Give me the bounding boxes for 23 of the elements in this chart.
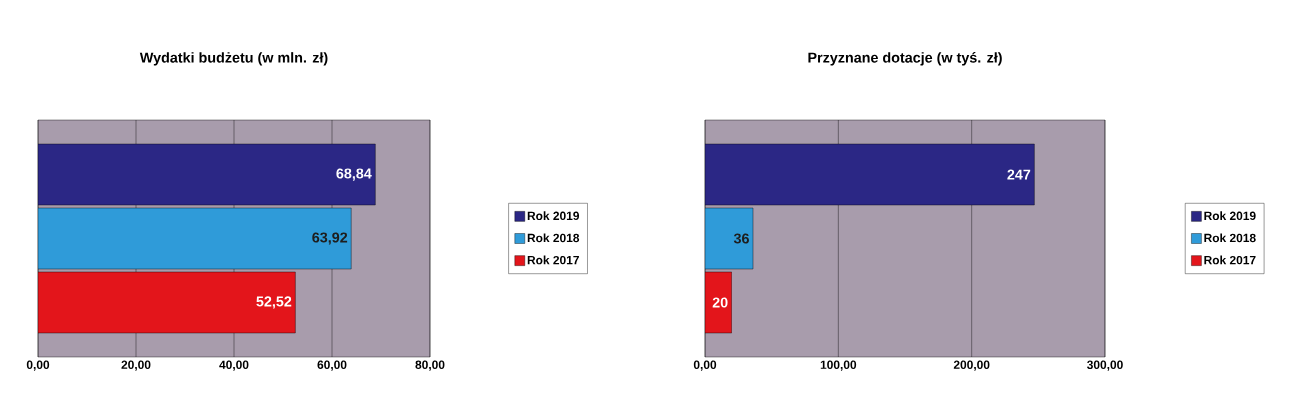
data-label: 63,92 (312, 232, 348, 245)
x-tick-label: 200,00 (953, 360, 990, 371)
data-label: 52,52 (256, 296, 292, 309)
data-label: 68,84 (336, 168, 372, 181)
data-label: 247 (1007, 169, 1031, 180)
legend-label: Rok 2019 (527, 211, 580, 221)
x-tick-label: 100,00 (820, 360, 857, 371)
x-tick-label: 0,00 (26, 360, 50, 371)
legend-label: Rok 2017 (527, 255, 579, 265)
x-tick-label: 20,00 (121, 360, 151, 371)
x-tick-label: 60,00 (317, 360, 347, 371)
data-label: 36 (733, 233, 749, 244)
x-tick-label: 40,00 (219, 360, 249, 371)
chart-title: Wydatki budżetu (w mln. zł) (139, 52, 328, 66)
x-tick-label: 300,00 (1087, 360, 1123, 371)
chart-title: Przyznane dotacje (w tyś. zł) (808, 52, 1002, 66)
x-tick-label: 80,00 (415, 360, 445, 371)
data-label: 20 (712, 297, 728, 308)
x-tick-label: 0,00 (693, 360, 717, 371)
legend-label: Rok 2017 (1204, 255, 1256, 265)
legend-label: Rok 2018 (527, 233, 580, 243)
legend-label: Rok 2019 (1204, 211, 1256, 221)
legend-label: Rok 2018 (1204, 233, 1256, 243)
